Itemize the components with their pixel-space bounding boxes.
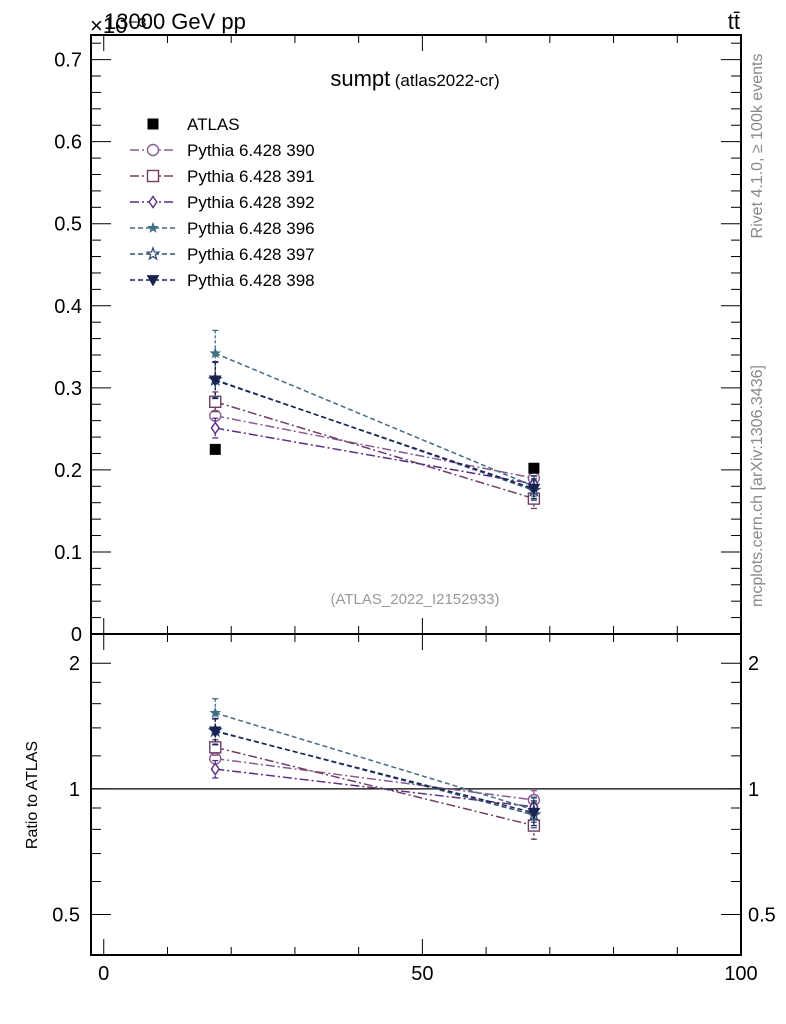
data-series-group [209, 443, 540, 474]
legend-label: Pythia 6.428 390 [187, 141, 315, 160]
legend-item: Pythia 6.428 396 [130, 219, 315, 238]
legend-item: Pythia 6.428 392 [130, 193, 315, 212]
series-group [208, 361, 541, 827]
series-line [215, 427, 535, 485]
ratio-y-axis-label: Ratio to ATLAS [24, 741, 41, 849]
exponent-label: ×10⁻³ [90, 13, 146, 38]
data-point [208, 375, 222, 387]
ratio-tick-label-right: 1 [748, 779, 759, 801]
data-point [528, 462, 540, 474]
legend-item: Pythia 6.428 398 [130, 271, 315, 290]
ratio-series-line [215, 768, 534, 808]
ratio-tick-label-right: 0.5 [748, 905, 776, 927]
legend-label: Pythia 6.428 392 [187, 193, 315, 212]
process-label: tt̄ [728, 9, 740, 34]
data-point [210, 421, 220, 435]
ratio-tick-label-left: 1 [69, 779, 80, 801]
legend-label: Pythia 6.428 391 [187, 167, 315, 186]
legend-label: Pythia 6.428 396 [187, 219, 315, 238]
legend-item-atlas: ATLAS [147, 115, 240, 134]
legend-item: Pythia 6.428 397 [130, 245, 315, 264]
data-point [210, 762, 220, 776]
data-point [209, 706, 222, 718]
data-point [209, 395, 222, 408]
series-group [210, 417, 539, 818]
data-point [527, 807, 541, 820]
analysis-label: (ATLAS_2022_I2152933) [330, 591, 499, 608]
y-tick-label: 0.6 [54, 132, 82, 154]
x-tick-label: 0 [98, 963, 109, 985]
y-tick-label: 0.4 [54, 296, 82, 318]
series-group [209, 329, 540, 823]
data-point [147, 221, 159, 233]
ratio-series-line [215, 730, 535, 814]
x-tick-label: 100 [724, 963, 757, 985]
ratio-tick-label-right: 2 [748, 653, 759, 675]
x-tick-label: 50 [411, 963, 433, 985]
y-tick-label: 0 [71, 624, 82, 646]
data-point [147, 118, 159, 130]
energy-label: 13000 GeV pp [104, 9, 246, 34]
ratio-tick-label-left: 0.5 [52, 905, 80, 927]
data-point [208, 726, 222, 738]
ratio-plot-frame [90, 633, 742, 956]
rivet-label: Rivet 4.1.0, ≥ 100k events [749, 54, 766, 239]
series-line [214, 352, 535, 487]
series-line [215, 379, 535, 490]
ratio-series-line [215, 757, 534, 801]
legend-item: Pythia 6.428 391 [130, 167, 315, 186]
data-point [527, 483, 541, 496]
data-point [145, 246, 161, 261]
series-line [215, 414, 535, 479]
data-point [209, 347, 222, 359]
y-tick-label: 0.5 [54, 214, 82, 236]
ratio-series-line [215, 712, 535, 811]
mcplots-label: mcplots.cern.ch [arXiv:1306.3436] [749, 365, 766, 607]
chart-title-sub: (atlas2022-cr) [395, 71, 500, 90]
legend-label: Pythia 6.428 397 [187, 245, 315, 264]
data-point [146, 169, 160, 183]
ratio-tick-label-left: 2 [69, 653, 80, 675]
ratio-series-line [215, 746, 535, 827]
series-line [215, 401, 535, 500]
data-point [209, 443, 221, 455]
legend-label: ATLAS [187, 115, 240, 134]
legend-item: Pythia 6.428 390 [130, 141, 315, 160]
y-tick-label: 0.1 [54, 542, 82, 564]
y-tick-label: 0.7 [54, 50, 82, 72]
data-point [148, 195, 158, 209]
y-tick-label: 0.2 [54, 460, 82, 482]
y-tick-label: 0.3 [54, 378, 82, 400]
data-point [146, 143, 160, 157]
data-point [146, 275, 160, 287]
chart-title-main: sumpt [330, 66, 390, 91]
chart-title: sumpt (atlas2022-cr) [330, 66, 499, 91]
legend-label: Pythia 6.428 398 [187, 271, 315, 290]
